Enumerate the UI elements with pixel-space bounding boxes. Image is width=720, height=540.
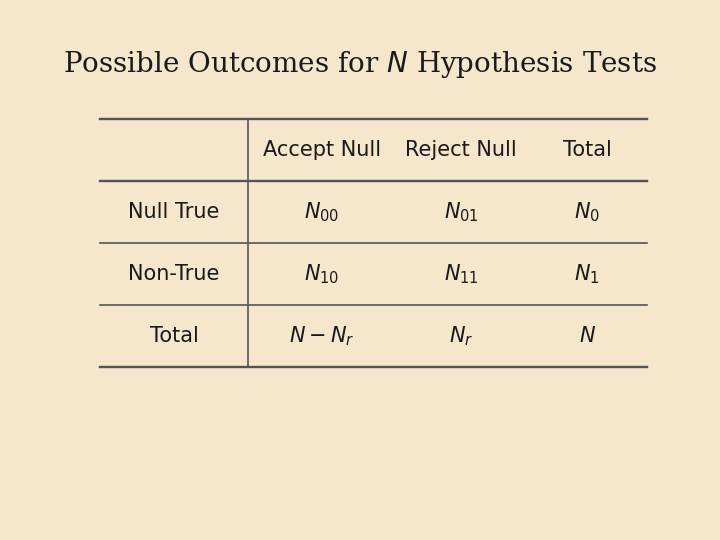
Text: $N - N_r$: $N - N_r$ (289, 325, 354, 348)
Text: $N_{10}$: $N_{10}$ (304, 262, 339, 286)
Text: $N_{01}$: $N_{01}$ (444, 200, 479, 224)
Text: $N_r$: $N_r$ (449, 325, 474, 348)
Text: Total: Total (562, 140, 611, 160)
Text: Accept Null: Accept Null (263, 140, 381, 160)
Text: Non-True: Non-True (128, 264, 220, 284)
Text: Reject Null: Reject Null (405, 140, 517, 160)
Text: $N_{00}$: $N_{00}$ (304, 200, 339, 224)
Text: $N_{11}$: $N_{11}$ (444, 262, 479, 286)
Text: $N_1$: $N_1$ (575, 262, 600, 286)
Text: $N_0$: $N_0$ (574, 200, 600, 224)
Text: Possible Outcomes for $N$ Hypothesis Tests: Possible Outcomes for $N$ Hypothesis Tes… (63, 49, 657, 80)
Text: Null True: Null True (128, 202, 220, 222)
Text: Total: Total (150, 326, 199, 346)
Text: $N$: $N$ (578, 326, 595, 346)
